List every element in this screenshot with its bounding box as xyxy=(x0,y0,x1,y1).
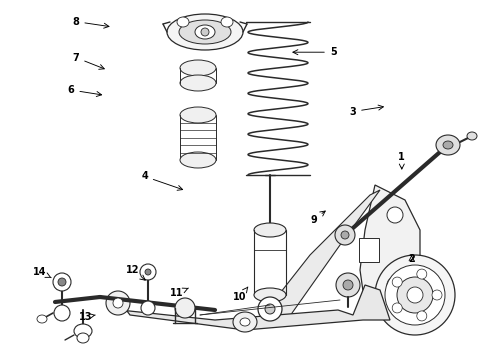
Ellipse shape xyxy=(74,324,92,338)
Polygon shape xyxy=(360,185,420,315)
Ellipse shape xyxy=(417,269,427,279)
Ellipse shape xyxy=(167,14,243,50)
Ellipse shape xyxy=(141,301,155,315)
Ellipse shape xyxy=(407,287,423,303)
Ellipse shape xyxy=(443,141,453,149)
Ellipse shape xyxy=(106,291,130,315)
Text: 5: 5 xyxy=(293,47,337,57)
Ellipse shape xyxy=(221,17,233,27)
Ellipse shape xyxy=(385,265,445,325)
Ellipse shape xyxy=(335,225,355,245)
Ellipse shape xyxy=(201,28,209,36)
Ellipse shape xyxy=(392,303,402,313)
Ellipse shape xyxy=(254,223,286,237)
Ellipse shape xyxy=(233,312,257,332)
Ellipse shape xyxy=(179,20,231,44)
Ellipse shape xyxy=(53,273,71,291)
Ellipse shape xyxy=(375,255,455,335)
Ellipse shape xyxy=(417,311,427,321)
Ellipse shape xyxy=(432,290,442,300)
Text: 14: 14 xyxy=(32,267,51,278)
Ellipse shape xyxy=(397,277,433,313)
Ellipse shape xyxy=(341,231,349,239)
Text: 10: 10 xyxy=(233,287,248,302)
Ellipse shape xyxy=(54,305,70,321)
Ellipse shape xyxy=(254,288,286,302)
Ellipse shape xyxy=(180,75,216,91)
Ellipse shape xyxy=(467,132,477,140)
Text: 7: 7 xyxy=(73,53,104,69)
Text: 12: 12 xyxy=(125,265,145,280)
Text: 8: 8 xyxy=(73,17,109,28)
Ellipse shape xyxy=(387,207,403,223)
Text: 1: 1 xyxy=(398,152,405,169)
Ellipse shape xyxy=(145,269,151,275)
Ellipse shape xyxy=(113,298,123,308)
Ellipse shape xyxy=(77,333,89,343)
Ellipse shape xyxy=(258,297,282,321)
Ellipse shape xyxy=(195,25,215,39)
Text: 9: 9 xyxy=(310,211,325,225)
Bar xyxy=(359,238,379,262)
Ellipse shape xyxy=(180,107,216,123)
Ellipse shape xyxy=(180,152,216,168)
Ellipse shape xyxy=(343,280,353,290)
Ellipse shape xyxy=(436,135,460,155)
Ellipse shape xyxy=(336,273,360,297)
Text: 13: 13 xyxy=(79,312,95,322)
Ellipse shape xyxy=(58,278,66,286)
Ellipse shape xyxy=(387,277,403,293)
Text: 3: 3 xyxy=(349,105,383,117)
Text: 6: 6 xyxy=(68,85,101,96)
Text: 4: 4 xyxy=(141,171,183,190)
Ellipse shape xyxy=(392,277,402,287)
Ellipse shape xyxy=(240,318,250,326)
Text: 11: 11 xyxy=(170,288,189,298)
Polygon shape xyxy=(115,285,390,330)
Text: 2: 2 xyxy=(408,254,415,264)
Ellipse shape xyxy=(140,264,156,280)
Ellipse shape xyxy=(180,60,216,76)
Ellipse shape xyxy=(177,17,189,27)
Ellipse shape xyxy=(37,315,47,323)
Ellipse shape xyxy=(175,298,195,318)
Ellipse shape xyxy=(265,304,275,314)
Polygon shape xyxy=(255,190,380,325)
